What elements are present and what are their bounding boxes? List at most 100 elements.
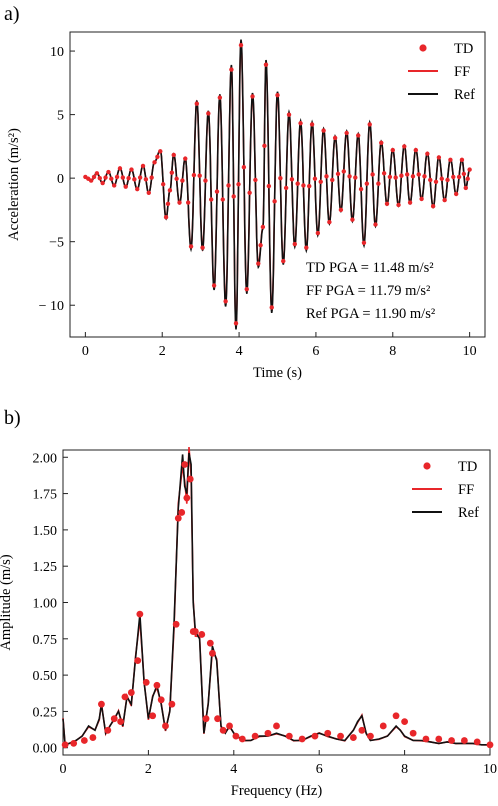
series-td-point bbox=[135, 186, 140, 192]
series-td-point bbox=[373, 222, 378, 227]
panel-b-label: b) bbox=[4, 407, 21, 429]
series-td-point bbox=[298, 121, 303, 126]
x-tick-label: 10 bbox=[483, 762, 497, 777]
series-td-point bbox=[390, 147, 395, 153]
series-td-point bbox=[226, 722, 233, 730]
series-td-point bbox=[117, 166, 123, 171]
series-td-point bbox=[304, 245, 309, 250]
series-td-point bbox=[321, 128, 326, 133]
series-td-point bbox=[263, 62, 269, 67]
series-td-point bbox=[486, 741, 494, 749]
series-td-point bbox=[436, 155, 442, 160]
x-tick-label: 4 bbox=[230, 762, 237, 777]
x-tick-label: 10 bbox=[463, 344, 477, 359]
series-td-point bbox=[198, 631, 206, 638]
series-td-point bbox=[153, 681, 161, 689]
series-td-point bbox=[136, 610, 144, 618]
series-td-point bbox=[448, 737, 455, 744]
series-td-point bbox=[174, 176, 179, 181]
series-td-point bbox=[134, 657, 142, 664]
legend-label-ff: FF bbox=[458, 482, 474, 498]
series-td-point bbox=[211, 283, 217, 288]
series-td-point bbox=[132, 177, 137, 182]
legend-marker-td bbox=[419, 44, 427, 52]
series-td-point bbox=[126, 175, 131, 181]
series-td-point bbox=[269, 305, 274, 310]
y-tick-label: 1.50 bbox=[33, 524, 58, 539]
series-td-point bbox=[251, 732, 259, 740]
series-td-point bbox=[146, 190, 151, 195]
series-td-point bbox=[200, 245, 205, 250]
series-td-point bbox=[286, 112, 292, 117]
x-tick-label: 0 bbox=[60, 762, 67, 777]
series-td-point bbox=[121, 693, 129, 701]
series-td-point bbox=[461, 171, 467, 177]
series-td-point bbox=[425, 151, 430, 156]
series-td-point bbox=[358, 186, 364, 192]
series-td-point bbox=[439, 176, 444, 181]
series-td-point bbox=[177, 200, 182, 205]
series-td-point bbox=[467, 167, 472, 172]
y-tick-label: −5 bbox=[49, 236, 64, 251]
series-td-point bbox=[433, 179, 439, 185]
series-td-point bbox=[364, 181, 370, 186]
series-td-point bbox=[283, 185, 289, 191]
x-tick-label: 8 bbox=[401, 762, 408, 777]
series-td-point bbox=[361, 240, 367, 246]
y-tick-label: 0.25 bbox=[33, 705, 58, 720]
series-td-point bbox=[289, 177, 295, 182]
x-tick-label: 6 bbox=[316, 762, 323, 777]
y-axis-title: Amplitude (m/s) bbox=[0, 554, 14, 650]
y-tick-label: 1.75 bbox=[33, 488, 58, 503]
series-td-point bbox=[419, 196, 424, 202]
series-td-point bbox=[448, 157, 453, 163]
series-td-point bbox=[301, 183, 306, 188]
legend-label-td: TD bbox=[458, 459, 477, 475]
series-td-point bbox=[379, 722, 387, 730]
x-tick-label: 8 bbox=[389, 344, 396, 359]
series-td-point bbox=[106, 169, 111, 175]
series-td-point bbox=[167, 188, 173, 193]
legend-label-ref: Ref bbox=[458, 505, 479, 521]
series-td-point bbox=[428, 177, 433, 183]
series-td-point bbox=[143, 177, 149, 182]
pga-annotation: Ref PGA = 11.90 m/s² bbox=[306, 306, 436, 322]
series-td-point bbox=[203, 178, 208, 183]
series-td-point bbox=[233, 321, 239, 326]
plot-frame bbox=[69, 31, 486, 338]
series-td-point bbox=[422, 735, 430, 743]
series-td-point bbox=[236, 182, 241, 187]
series-td-point bbox=[256, 261, 261, 266]
series-td-point bbox=[188, 244, 194, 249]
y-tick-label: 0 bbox=[57, 172, 64, 187]
series-td-point bbox=[396, 202, 401, 208]
x-axis-title: Frequency (Hz) bbox=[231, 783, 323, 799]
panel-a-label: a) bbox=[4, 3, 20, 25]
series-td-point bbox=[209, 197, 214, 202]
series-td-point bbox=[104, 726, 112, 734]
y-tick-label: 0.75 bbox=[33, 633, 58, 648]
panel-a: a) 0 2 4 6 8 10 − 10 −5 0 5 10 Time (s) Acceleration… bbox=[4, 3, 486, 381]
series-td-point bbox=[103, 175, 108, 180]
series-td-point bbox=[338, 207, 344, 213]
series-td-point bbox=[324, 729, 332, 737]
series-td-point bbox=[402, 144, 407, 149]
legend-label-ref: Ref bbox=[454, 87, 475, 103]
plot-frame bbox=[62, 449, 491, 756]
series-td-point bbox=[460, 737, 468, 744]
series-td-point bbox=[275, 92, 280, 98]
y-tick-label: 1.00 bbox=[33, 597, 58, 612]
series-td-point bbox=[309, 122, 315, 127]
pga-annotation: FF PGA = 11.79 m/s² bbox=[306, 283, 431, 299]
series-td-point bbox=[149, 712, 157, 720]
series-td-point bbox=[160, 182, 166, 187]
y-tick-label: 2.00 bbox=[33, 451, 58, 466]
pga-annotation: TD PGA = 11.48 m/s² bbox=[306, 260, 434, 276]
panel-b: b) 0 2 4 6 8 10 0.00 0.25 0.50 0.75 1.00 1.25 1.50 1.… bbox=[0, 407, 497, 799]
series-td-point bbox=[220, 197, 225, 202]
series-td-point bbox=[162, 722, 169, 730]
series-td-point bbox=[140, 163, 146, 169]
series-td-point bbox=[367, 732, 374, 740]
series-td-point bbox=[384, 201, 390, 206]
